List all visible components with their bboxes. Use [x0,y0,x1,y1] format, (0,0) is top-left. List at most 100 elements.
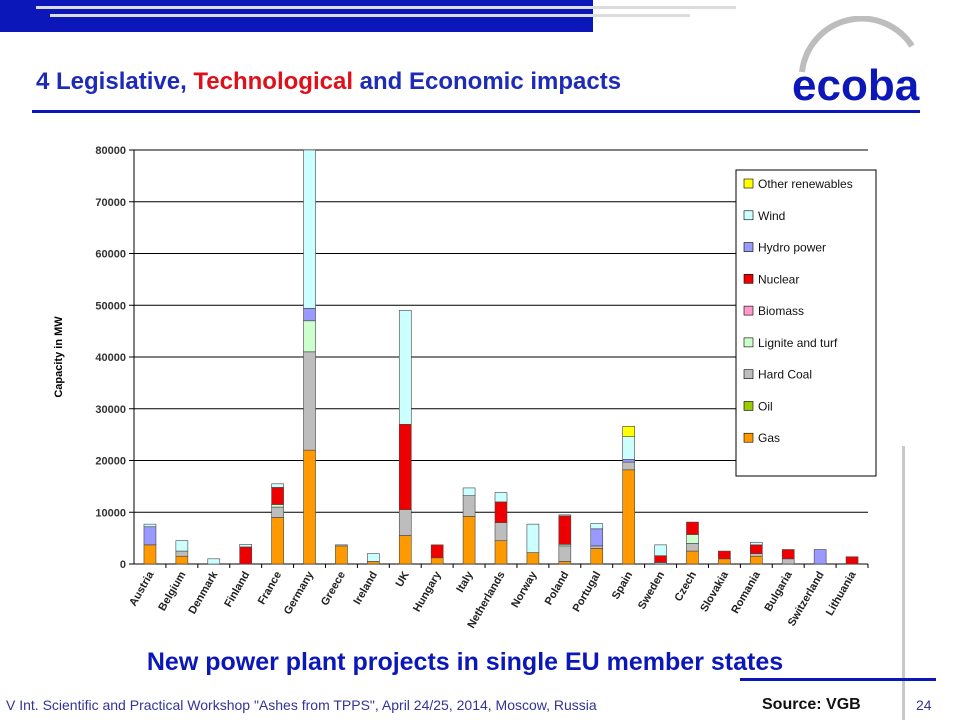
bar-segment-hydro-power [303,308,316,322]
bar-segment-gas [750,555,763,565]
bar-segment-hard-coal [462,495,476,517]
bar-segment-wind [143,523,157,528]
bar-segment-hydro-power [143,526,157,546]
bar-segment-gas [303,449,316,565]
y-tick-label: 50000 [95,300,126,312]
bar-segment-wind [367,553,380,562]
bar-segment-gas [526,552,540,565]
legend-swatch [743,242,754,252]
footer-rule [740,678,936,681]
title-part-2: Technological [193,68,353,95]
bar-segment-nuclear [781,549,795,560]
bar-segment-nuclear [494,501,508,523]
source-label: Source: VGB [762,696,861,713]
bar-segment-wind [590,523,604,530]
slide-title: 4 Legislative, Technological and Economi… [36,68,621,96]
bar-segment-lignite-and-turf [686,534,699,544]
bar-segment-hard-coal [271,506,284,518]
legend-swatch [743,178,754,189]
legend-swatch [743,337,754,348]
x-tick-label: Finland [222,570,252,610]
y-tick-label: 60000 [95,249,126,261]
bar-segment-hydro-power [622,459,635,463]
x-tick-label: UK [394,569,412,589]
top-accent-line [50,14,690,17]
bar-segment-wind [622,436,635,460]
x-tick-label: Ireland [352,570,380,607]
top-accent-line [36,6,736,9]
x-tick-label: France [256,570,284,607]
y-tick-label: 70000 [95,197,126,209]
legend-label: Lignite and turf [758,336,838,350]
x-tick-label: Czech [672,569,699,603]
x-tick-label: Poland [543,570,572,608]
bar-segment-nuclear [558,515,572,545]
footer-text: V Int. Scientific and Practical Workshop… [6,697,597,713]
x-tick-label: Hungary [411,569,444,614]
bar-segment-hard-coal [750,553,763,557]
bar-segment-wind [335,544,348,547]
bar-segment-wind [750,541,763,546]
legend-label: Gas [758,431,780,445]
legend-box [735,169,877,477]
bar-segment-gas [590,548,604,565]
bar-segment-nuclear [686,521,699,535]
bar-segment-wind [558,514,572,517]
x-tick-label: Romania [729,569,763,616]
bar-segment-gas [335,545,348,565]
bar-segment-wind [271,483,284,488]
legend-label: Hydro power [758,241,826,255]
x-tick-label: Germany [282,569,317,617]
legend-label: Oil [758,399,773,413]
bar-segment-gas [494,540,508,565]
bar-segment-hard-coal [494,522,508,542]
y-tick-label: 10000 [95,507,126,519]
bar-segment-hard-coal [398,509,412,536]
bar-segment-gas [398,535,412,565]
x-tick-label: Spain [610,569,636,601]
y-tick-label: 80000 [95,145,126,157]
bar-segment-gas [367,561,380,565]
title-part-3: and Economic impacts [352,68,622,95]
x-tick-label: Lithuania [824,569,859,618]
title-underline [32,110,920,113]
legend-label: Hard Coal [758,368,812,382]
logo-arc [799,16,915,73]
legend-swatch [743,432,754,443]
bar-segment-wind [175,540,189,552]
bar-segment-wind [462,487,476,496]
bar-segment-gas [462,516,476,565]
bar-segment-gas [143,544,157,565]
bar-segment-hard-coal [622,461,635,471]
stacked-bar-chart: 0 10000 20000 30000 40000 50000 60000 70000 8000… [53,145,877,631]
page-number: 24 [916,697,932,713]
bar-segment-hard-coal [303,351,316,451]
bar-segment-gas [622,469,635,565]
y-axis-label: Capacity in MW [53,316,65,398]
x-tick-label: Bulgaria [762,569,795,614]
bar-segment-hydro-power [590,528,604,547]
x-tick-label: Portugal [571,570,604,615]
x-tick-label: Slovakia [698,569,731,614]
legend-swatch [743,274,754,284]
bar-segment-hard-coal [175,550,189,557]
x-tick-label: Denmark [186,569,220,617]
legend-label: Biomass [758,304,804,318]
bar-segment-wind [207,558,221,565]
vertical-divider [902,446,905,720]
bar-segment-nuclear [271,487,284,505]
bar-segment-hard-coal [686,542,699,552]
bar-segment-other-renewables [622,426,635,437]
bar-segment-wind [303,149,316,309]
y-tick-label: 30000 [95,404,126,416]
y-tick-label: 20000 [95,456,126,468]
bar-segment-hard-coal [590,545,604,549]
slide-subtitle: New power plant projects in single EU me… [146,648,784,676]
logo-text: ecoba [792,61,920,110]
bar-segment-nuclear [430,544,444,559]
legend-label: Other renewables [758,177,853,191]
x-tick-label: Belgium [156,569,188,613]
bar-segment-wind [398,310,412,425]
bar-segment-nuclear [654,555,667,563]
bar-segment-lignite-and-turf [303,320,316,353]
